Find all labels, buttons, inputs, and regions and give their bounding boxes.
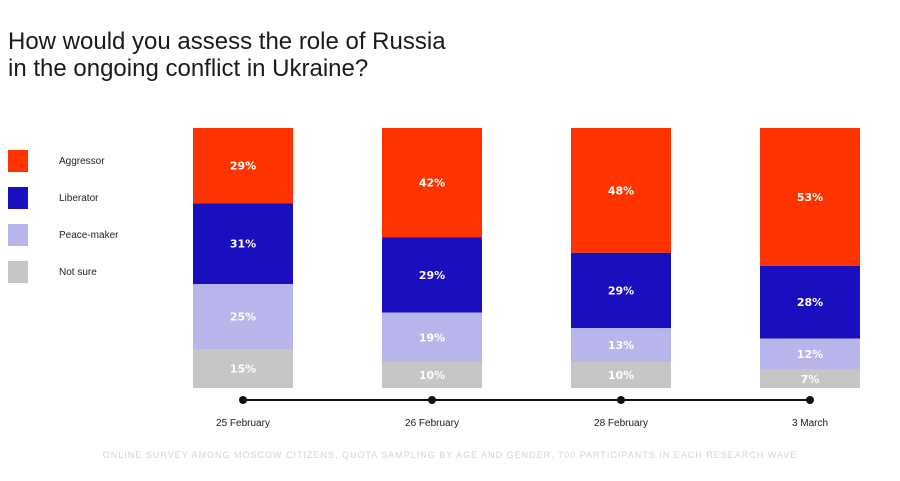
bar-segment-not-sure-3-march [760, 369, 860, 388]
timeline-marker-3-march [806, 396, 814, 404]
x-tick-label-28-february: 28 February [594, 418, 648, 429]
legend-swatch-aggressor [8, 150, 28, 172]
bar-segment-peace-maker-26-february [382, 312, 482, 362]
bar-segment-peace-maker-25-february [193, 284, 293, 349]
bar-segment-peace-maker-3-march [760, 338, 860, 370]
legend-item-liberator: Liberator [8, 187, 98, 209]
bar-segment-aggressor-26-february [382, 128, 482, 238]
data-label-not-sure-28-february: 10% [608, 369, 634, 382]
chart-title-line-1: How would you assess the role of Russia [8, 28, 446, 55]
bar-segment-liberator-28-february [571, 252, 671, 329]
chart-title-line-2: in the ongoing conflict in Ukraine? [8, 55, 369, 82]
x-tick-label-3-march: 3 March [792, 418, 828, 429]
timeline-marker-26-february [428, 396, 436, 404]
legend-swatch-liberator [8, 187, 28, 209]
data-label-aggressor-3-march: 53% [797, 191, 823, 204]
bar-segment-aggressor-3-march [760, 128, 860, 266]
data-label-liberator-3-march: 28% [797, 296, 823, 309]
chart-title: How would you assess the role of Russia … [8, 28, 568, 82]
data-label-liberator-25-february: 31% [230, 238, 256, 251]
bar-segment-not-sure-25-february [193, 349, 293, 388]
bar-segment-liberator-3-march [760, 265, 860, 339]
data-label-liberator-26-february: 29% [419, 269, 445, 282]
data-label-not-sure-3-march: 7% [801, 373, 820, 386]
bar-segment-not-sure-28-february [571, 362, 671, 388]
legend-item-aggressor: Aggressor [8, 150, 105, 172]
timeline-marker-25-february [239, 396, 247, 404]
legend-swatch-peace-maker [8, 224, 28, 246]
bar-segment-liberator-25-february [193, 203, 293, 284]
data-label-peace-maker-25-february: 25% [230, 311, 256, 324]
bar-segment-liberator-26-february [382, 237, 482, 313]
x-tick-label-25-february: 25 February [216, 418, 270, 429]
data-label-peace-maker-28-february: 13% [608, 339, 634, 352]
legend-label-aggressor: Aggressor [59, 155, 105, 167]
data-label-liberator-28-february: 29% [608, 285, 634, 298]
legend-swatch-not-sure [8, 261, 28, 283]
legend-item-peace-maker: Peace-maker [8, 224, 118, 246]
data-label-aggressor-28-february: 48% [608, 184, 634, 197]
legend-label-liberator: Liberator [59, 192, 99, 204]
data-label-peace-maker-3-march: 12% [797, 348, 823, 361]
legend-label-peace-maker: Peace-maker [59, 229, 119, 241]
data-label-peace-maker-26-february: 19% [419, 331, 445, 344]
timeline-marker-28-february [617, 396, 625, 404]
data-label-not-sure-25-february: 15% [230, 363, 256, 376]
bar-segment-not-sure-26-february [382, 362, 482, 388]
x-tick-label-26-february: 26 February [405, 418, 459, 429]
bar-segment-aggressor-25-february [193, 128, 293, 204]
survey-footnote: ONLINE SURVEY AMONG MOSCOW CITIZENS, QUO… [102, 450, 798, 460]
bar-segment-peace-maker-28-february [571, 328, 671, 362]
bar-segment-aggressor-28-february [571, 128, 671, 253]
data-label-aggressor-25-february: 29% [230, 160, 256, 173]
legend-item-not-sure: Not sure [8, 261, 97, 283]
legend-label-not-sure: Not sure [59, 266, 97, 278]
data-label-aggressor-26-february: 42% [419, 177, 445, 190]
data-label-not-sure-26-february: 10% [419, 369, 445, 382]
